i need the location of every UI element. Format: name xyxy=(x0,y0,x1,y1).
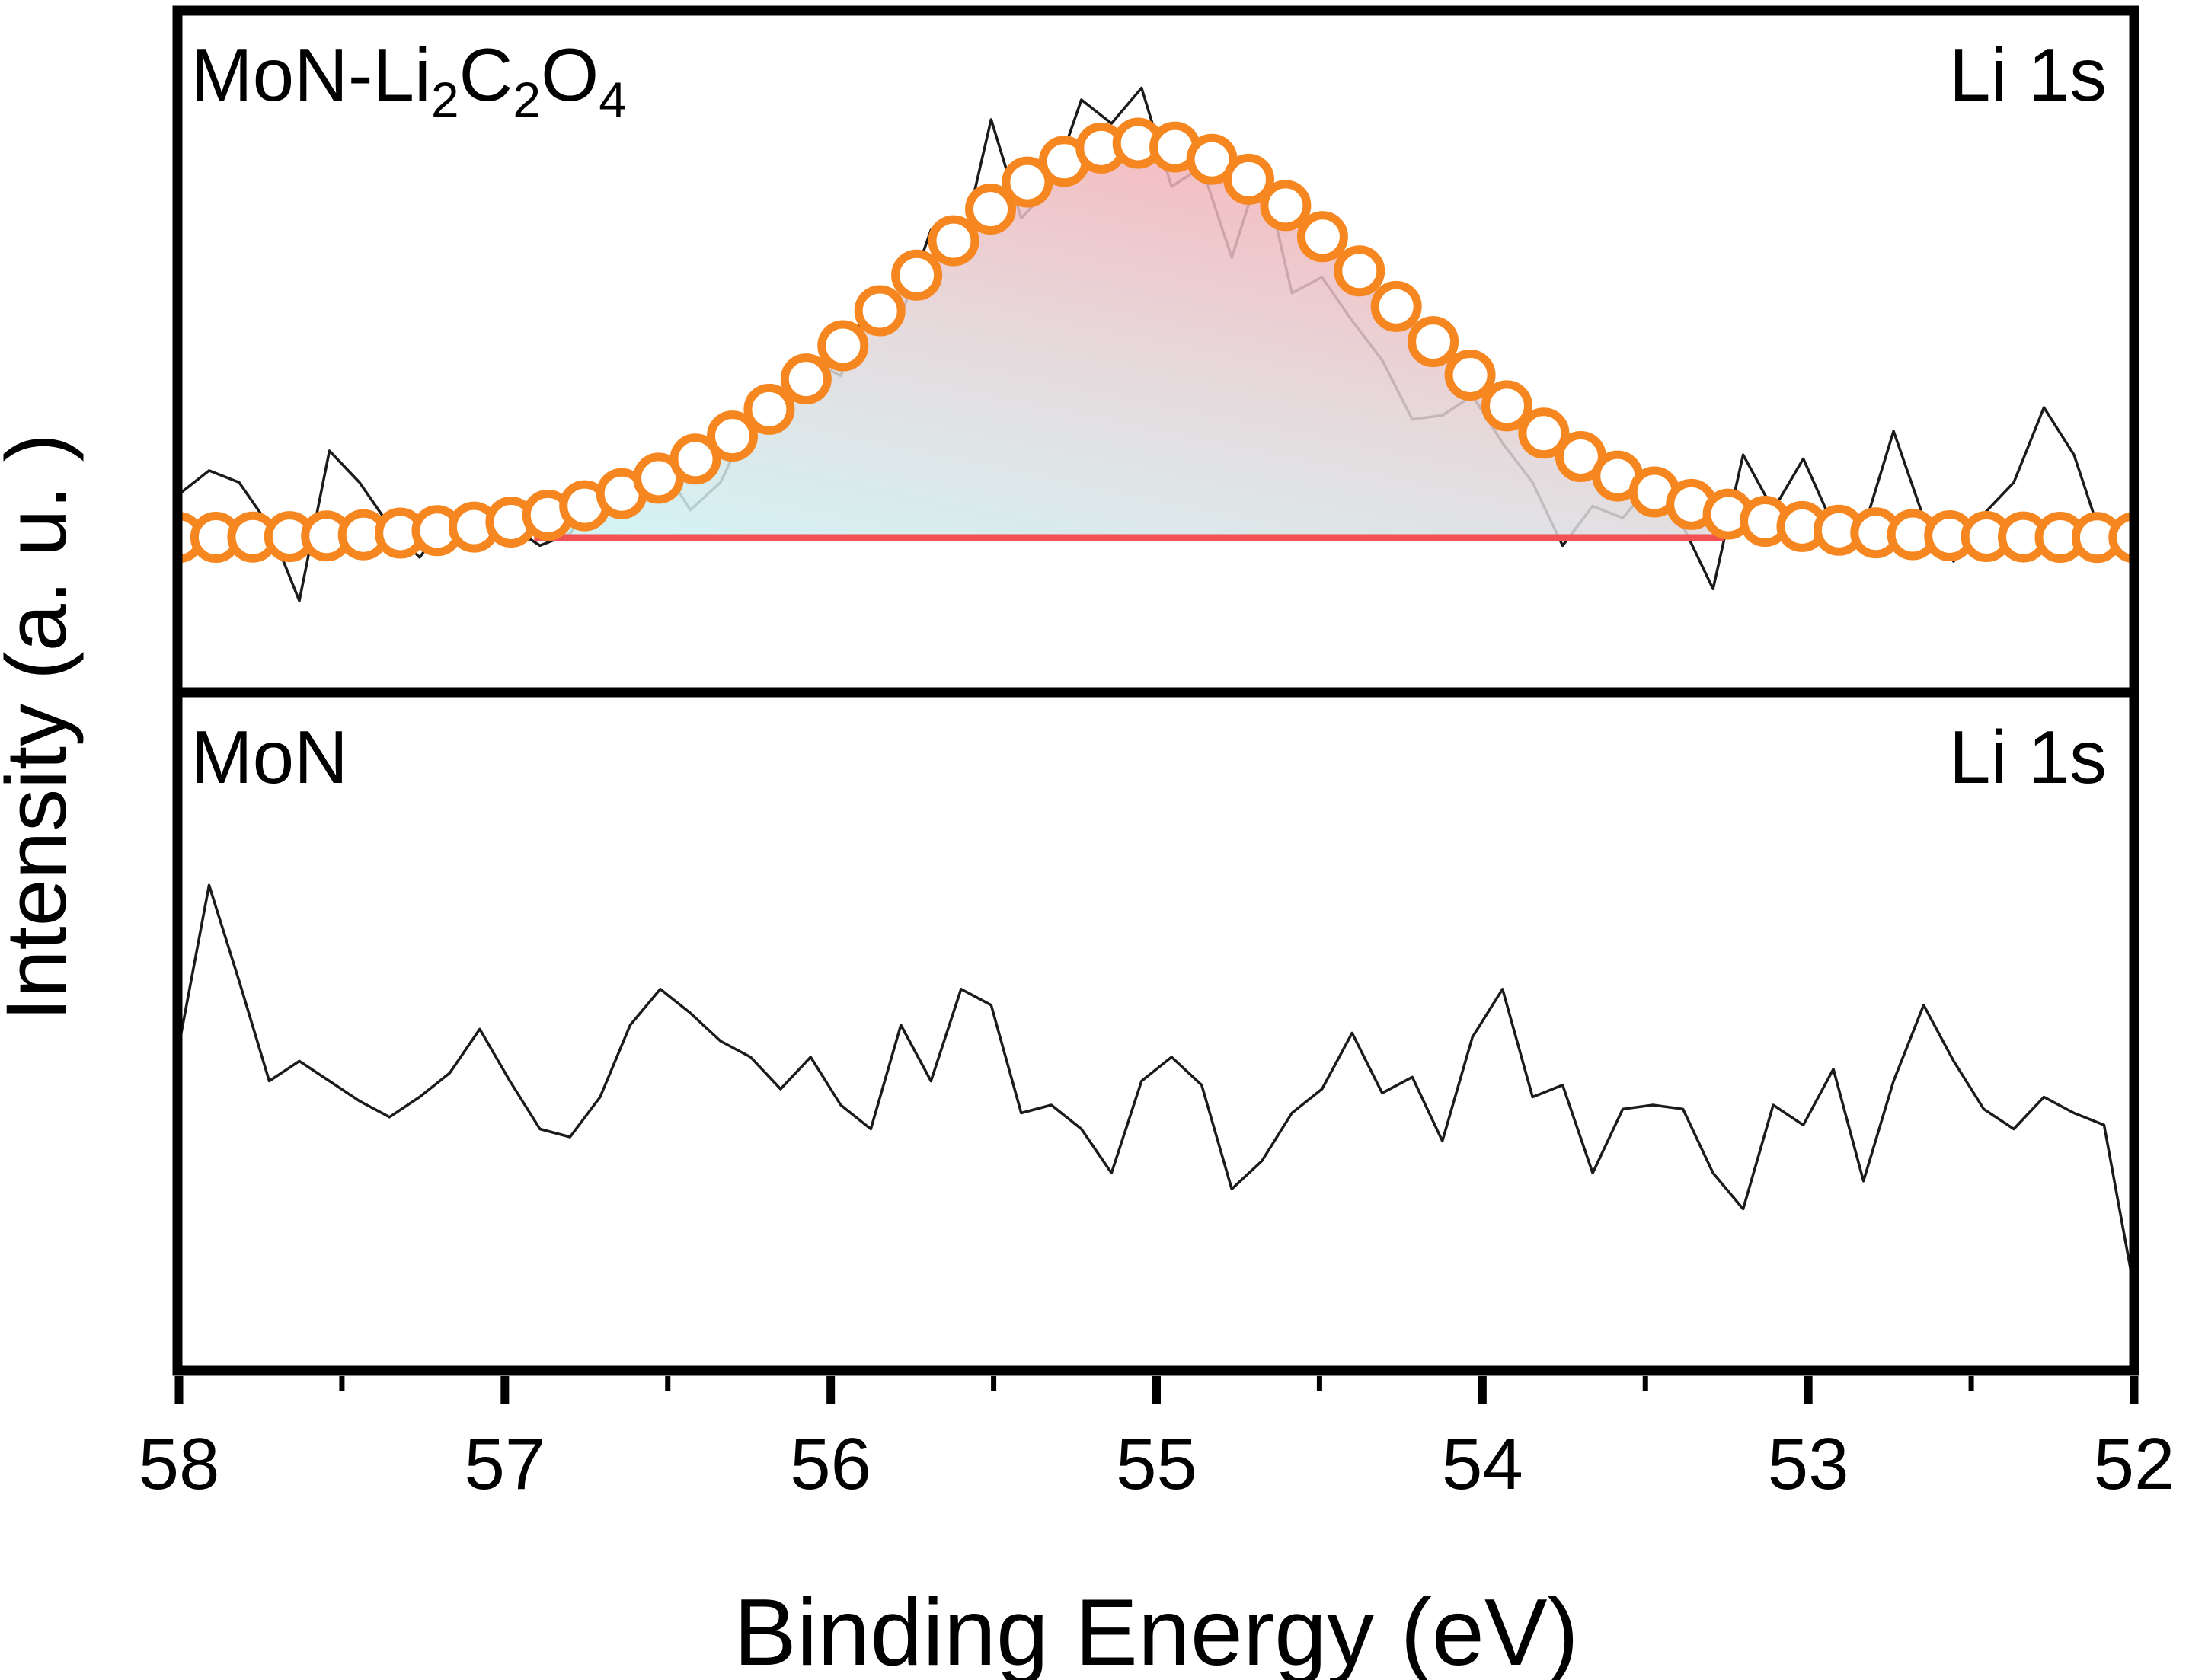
top-panel-data-layer xyxy=(177,86,2134,602)
bottom-panel-data-layer xyxy=(177,883,2134,1289)
x-tick-label: 57 xyxy=(464,1423,545,1505)
x-axis-title: Binding Energy (eV) xyxy=(733,1580,1579,1680)
x-tick-label: 58 xyxy=(139,1423,220,1505)
y-axis-title: Intensity (a. u. ) xyxy=(0,433,84,1021)
x-tick-label: 56 xyxy=(790,1423,871,1505)
peak-fill-area xyxy=(534,143,1724,538)
top-panel-material-label: MoN-Li2C2O4 xyxy=(190,33,627,128)
bottom-panel-material-label: MoN xyxy=(190,715,348,799)
raw-spectrum-line-bottom xyxy=(177,883,2134,1289)
x-tick-label: 54 xyxy=(1442,1423,1523,1505)
x-tick-label: 55 xyxy=(1116,1423,1197,1505)
x-tick-label: 53 xyxy=(1768,1423,1849,1505)
x-tick-label: 52 xyxy=(2094,1423,2175,1505)
bottom-panel-region-label: Li 1s xyxy=(1949,715,2107,799)
x-axis-ticks: 58 57 56 55 54 53 52 xyxy=(139,1376,2175,1505)
fit-curve-markers xyxy=(177,117,2134,564)
top-panel-region-label: Li 1s xyxy=(1949,33,2107,117)
